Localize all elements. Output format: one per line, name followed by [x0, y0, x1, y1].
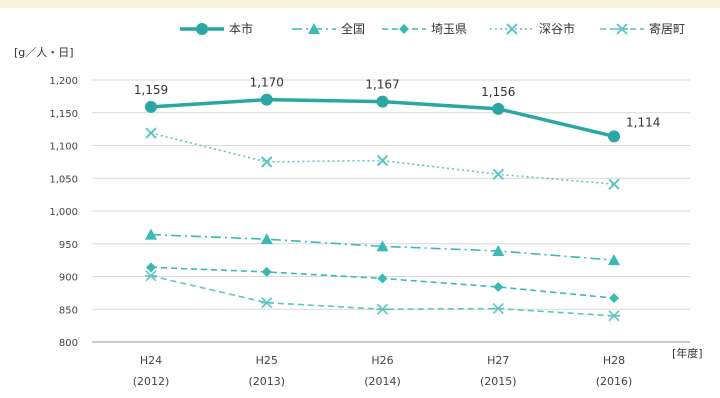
legend-label: 寄居町 — [649, 21, 685, 36]
data-point — [376, 154, 389, 167]
legend-item: 埼玉県 — [382, 22, 467, 36]
legend-marker — [399, 24, 409, 34]
y-tick-label: 850 — [59, 305, 78, 316]
y-tick-label: 1,050 — [49, 174, 78, 185]
x-tick-sublabel: (2014) — [364, 375, 401, 388]
data-point — [608, 254, 620, 266]
series-2 — [145, 228, 620, 266]
data-point — [260, 297, 273, 309]
data-point — [609, 293, 619, 304]
data-point — [145, 270, 157, 282]
series-layer — [145, 93, 620, 322]
series-5 — [145, 270, 620, 322]
legend-label: 深谷市 — [539, 21, 575, 36]
data-point — [608, 310, 620, 322]
y-tick-label: 950 — [59, 240, 78, 251]
data-point — [376, 303, 389, 315]
x-tick-label: H26 — [371, 354, 393, 367]
data-label: 1,114 — [626, 115, 660, 129]
series-1 — [145, 93, 620, 143]
data-point — [492, 102, 505, 115]
data-point — [260, 93, 273, 106]
legend-label: 全国 — [341, 21, 365, 36]
y-tick-label: 900 — [59, 273, 78, 284]
legend-marker — [616, 23, 628, 35]
legend-label: 本市 — [229, 21, 253, 36]
legend-item: 深谷市 — [490, 21, 575, 36]
x-tick-label: H27 — [487, 354, 509, 367]
x-tick-sublabel: (2012) — [133, 375, 170, 388]
y-axis-label: [g／人・日] — [14, 46, 74, 59]
x-tick-sublabel: (2016) — [596, 375, 633, 388]
data-point — [492, 244, 505, 256]
data-labels: 1,159 1,170 1,167 1,156 1,114 — [134, 76, 661, 130]
series-line — [150, 233, 615, 261]
legend-marker — [506, 23, 518, 35]
legend-marker — [196, 23, 208, 35]
data-label: 1,159 — [134, 83, 168, 97]
data-point — [608, 130, 620, 143]
data-point — [608, 178, 620, 190]
legend-label: 埼玉県 — [431, 22, 467, 36]
x-ticks: H24 (2012) H25 (2013) H26 (2014) H27 (2015) H28 (… — [133, 354, 633, 388]
data-label: 1,167 — [365, 78, 399, 92]
y-ticks: 1,200 1,150 1,100 1,050 1,000 950 900 850 800 — [49, 76, 78, 349]
y-tick-label: 1,150 — [49, 109, 78, 120]
legend-item: 本市 — [180, 21, 253, 36]
data-point — [261, 156, 273, 168]
x-tick-sublabel: (2013) — [248, 375, 285, 388]
data-point — [260, 233, 273, 245]
top-band — [0, 0, 720, 8]
data-point — [376, 240, 389, 252]
series-line — [150, 132, 615, 185]
series-4 — [145, 127, 620, 190]
legend-item: 寄居町 — [600, 21, 685, 36]
data-point — [145, 228, 157, 240]
data-point — [145, 100, 157, 113]
x-tick-label: H28 — [603, 354, 625, 367]
y-tick-label: 1,200 — [49, 76, 78, 87]
grid — [92, 79, 690, 343]
data-point — [376, 95, 389, 108]
data-point — [377, 273, 388, 284]
y-tick-label: 1,000 — [49, 207, 78, 218]
data-label: 1,170 — [250, 76, 284, 90]
series-3 — [146, 262, 619, 304]
y-tick-label: 1,100 — [49, 142, 78, 153]
data-label: 1,156 — [481, 85, 515, 99]
x-axis-label: [年度] — [672, 346, 703, 360]
data-point — [146, 262, 156, 273]
legend: 本市 全国 埼玉県 深谷市 寄居町 — [180, 21, 685, 36]
data-point — [492, 303, 505, 315]
data-point — [493, 281, 504, 292]
legend-item: 全国 — [292, 21, 365, 36]
data-point — [261, 266, 272, 277]
x-tick-sublabel: (2015) — [480, 375, 517, 388]
data-point — [492, 168, 504, 181]
y-tick-label: 800 — [59, 338, 78, 349]
x-tick-label: H25 — [256, 354, 278, 367]
x-tick-label: H24 — [140, 354, 162, 367]
legend-marker — [308, 23, 320, 34]
data-point — [145, 127, 157, 139]
